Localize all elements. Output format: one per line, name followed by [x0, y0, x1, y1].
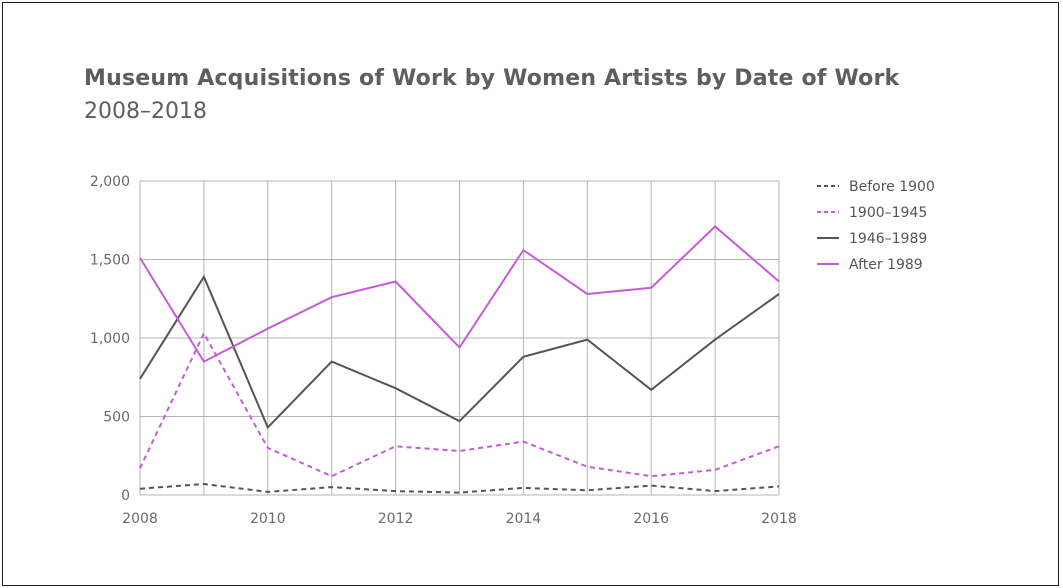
legend-label: After 1989 — [849, 257, 923, 273]
series-line-1 — [139, 482, 780, 494]
series-line-2 — [139, 331, 780, 478]
x-tick-label: 2012 — [378, 511, 414, 527]
y-tick-label: 2,000 — [90, 174, 130, 190]
legend-label: 1946–1989 — [849, 231, 927, 247]
x-tick-label: 2016 — [633, 511, 669, 527]
x-tick-label: 2008 — [122, 511, 158, 527]
y-tick-label: 500 — [103, 410, 130, 426]
x-tick-label: 2014 — [506, 511, 542, 527]
chart-title: Museum Acquisitions of Work by Women Art… — [84, 66, 900, 91]
y-tick-label: 1,000 — [90, 331, 130, 347]
y-tick-label: 1,500 — [90, 253, 130, 269]
y-tick-label: 0 — [121, 488, 130, 504]
legend-label: Before 1900 — [849, 179, 935, 195]
series-line-3 — [139, 274, 780, 430]
series-line-4 — [139, 225, 780, 363]
x-tick-label: 2018 — [761, 511, 797, 527]
x-tick-label: 2010 — [250, 511, 286, 527]
legend-label: 1900–1945 — [849, 205, 927, 221]
chart-subtitle: 2008–2018 — [84, 99, 207, 124]
